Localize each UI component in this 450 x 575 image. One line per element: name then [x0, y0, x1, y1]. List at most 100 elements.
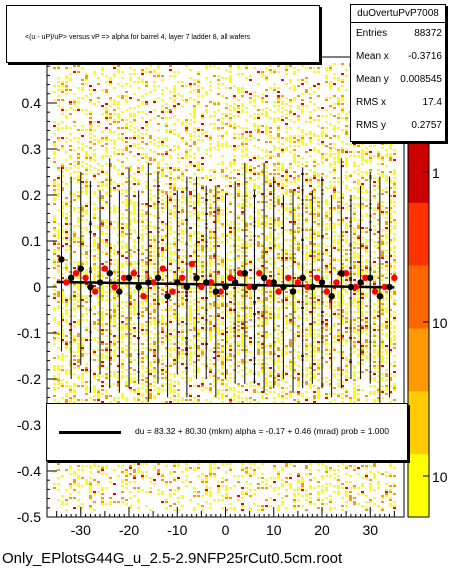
heatmap-cell: [65, 77, 68, 79]
heatmap-cell: [65, 159, 68, 161]
heatmap-cell: [77, 283, 80, 285]
heatmap-cell: [161, 203, 164, 205]
heatmap-cell: [145, 93, 148, 95]
heatmap-cell: [153, 397, 156, 399]
heatmap-cell: [121, 127, 124, 129]
heatmap-cell: [229, 265, 232, 267]
heatmap-cell: [153, 267, 156, 269]
heatmap-cell: [217, 319, 220, 321]
heatmap-cell: [225, 347, 228, 349]
heatmap-cell: [145, 371, 148, 373]
heatmap-cell: [169, 167, 172, 169]
heatmap-cell: [269, 183, 272, 185]
heatmap-cell: [161, 319, 164, 321]
heatmap-cell: [217, 191, 220, 193]
heatmap-cell: [201, 505, 204, 507]
heatmap-cell: [201, 185, 204, 187]
heatmap-cell: [265, 195, 268, 197]
heatmap-cell: [61, 109, 64, 111]
heatmap-cell: [141, 81, 144, 83]
heatmap-cell: [61, 359, 64, 361]
heatmap-cell: [109, 371, 112, 373]
heatmap-cell: [61, 357, 64, 359]
heatmap-cell: [161, 321, 164, 323]
heatmap-cell: [229, 373, 232, 375]
heatmap-cell: [141, 69, 144, 71]
heatmap-cell: [57, 89, 60, 91]
heatmap-cell: [77, 289, 80, 291]
heatmap-cell: [201, 299, 204, 301]
heatmap-cell: [101, 181, 104, 183]
heatmap-cell: [165, 123, 168, 125]
heatmap-cell: [141, 311, 144, 313]
heatmap-cell: [217, 197, 220, 199]
heatmap-cell: [269, 227, 272, 229]
heatmap-cell: [245, 241, 248, 243]
heatmap-cell: [217, 303, 220, 305]
heatmap-cell: [161, 155, 164, 157]
heatmap-cell: [153, 369, 156, 371]
heatmap-cell: [249, 293, 252, 295]
heatmap-cell: [109, 299, 112, 301]
heatmap-cell: [109, 81, 112, 83]
heatmap-cell: [269, 185, 272, 187]
heatmap-cell: [93, 143, 96, 145]
heatmap-cell: [229, 337, 232, 339]
heatmap-cell: [209, 369, 212, 371]
heatmap-cell: [81, 261, 84, 263]
heatmap-cell: [77, 367, 80, 369]
heatmap-cell: [153, 375, 156, 377]
heatmap-cell: [209, 287, 212, 289]
heatmap-cell: [97, 359, 100, 361]
heatmap-cell: [237, 307, 240, 309]
heatmap-cell: [265, 373, 268, 375]
heatmap-cell: [169, 179, 172, 181]
heatmap-cell: [109, 83, 112, 85]
heatmap-cell: [125, 499, 128, 501]
heatmap-cell: [69, 249, 72, 251]
heatmap-cell: [269, 375, 272, 377]
heatmap-cell: [73, 471, 76, 473]
heatmap-cell: [253, 489, 256, 491]
heatmap-cell: [113, 259, 116, 261]
heatmap-cell: [89, 467, 92, 469]
heatmap-cell: [157, 301, 160, 303]
heatmap-cell: [157, 193, 160, 195]
heatmap-cell: [213, 357, 216, 359]
heatmap-cell: [225, 333, 228, 335]
heatmap-cell: [201, 327, 204, 329]
heatmap-cell: [241, 503, 244, 505]
heatmap-cell: [89, 169, 92, 171]
heatmap-cell: [57, 249, 60, 251]
heatmap-cell: [117, 385, 120, 387]
heatmap-cell: [117, 323, 120, 325]
heatmap-cell: [209, 305, 212, 307]
heatmap-cell: [161, 309, 164, 311]
heatmap-cell: [141, 237, 144, 239]
heatmap-cell: [213, 215, 216, 217]
heatmap-cell: [257, 219, 260, 221]
heatmap-cell: [261, 97, 264, 99]
heatmap-cell: [149, 365, 152, 367]
heatmap-cell: [217, 205, 220, 207]
heatmap-cell: [249, 177, 252, 179]
heatmap-cell: [109, 249, 112, 251]
heatmap-cell: [121, 223, 124, 225]
heatmap-cell: [109, 321, 112, 323]
heatmap-cell: [213, 325, 216, 327]
heatmap-cell: [221, 261, 224, 263]
heatmap-cell: [141, 351, 144, 353]
heatmap-cell: [93, 399, 96, 401]
heatmap-cell: [221, 169, 224, 171]
heatmap-cell: [241, 205, 244, 207]
heatmap-cell: [161, 373, 164, 375]
heatmap-cell: [225, 495, 228, 497]
heatmap-cell: [101, 105, 104, 107]
heatmap-cell: [117, 389, 120, 391]
heatmap-cell: [181, 241, 184, 243]
heatmap-cell: [221, 331, 224, 333]
heatmap-cell: [69, 341, 72, 343]
heatmap-cell: [189, 211, 192, 213]
heatmap-cell: [133, 377, 136, 379]
heatmap-cell: [73, 303, 76, 305]
